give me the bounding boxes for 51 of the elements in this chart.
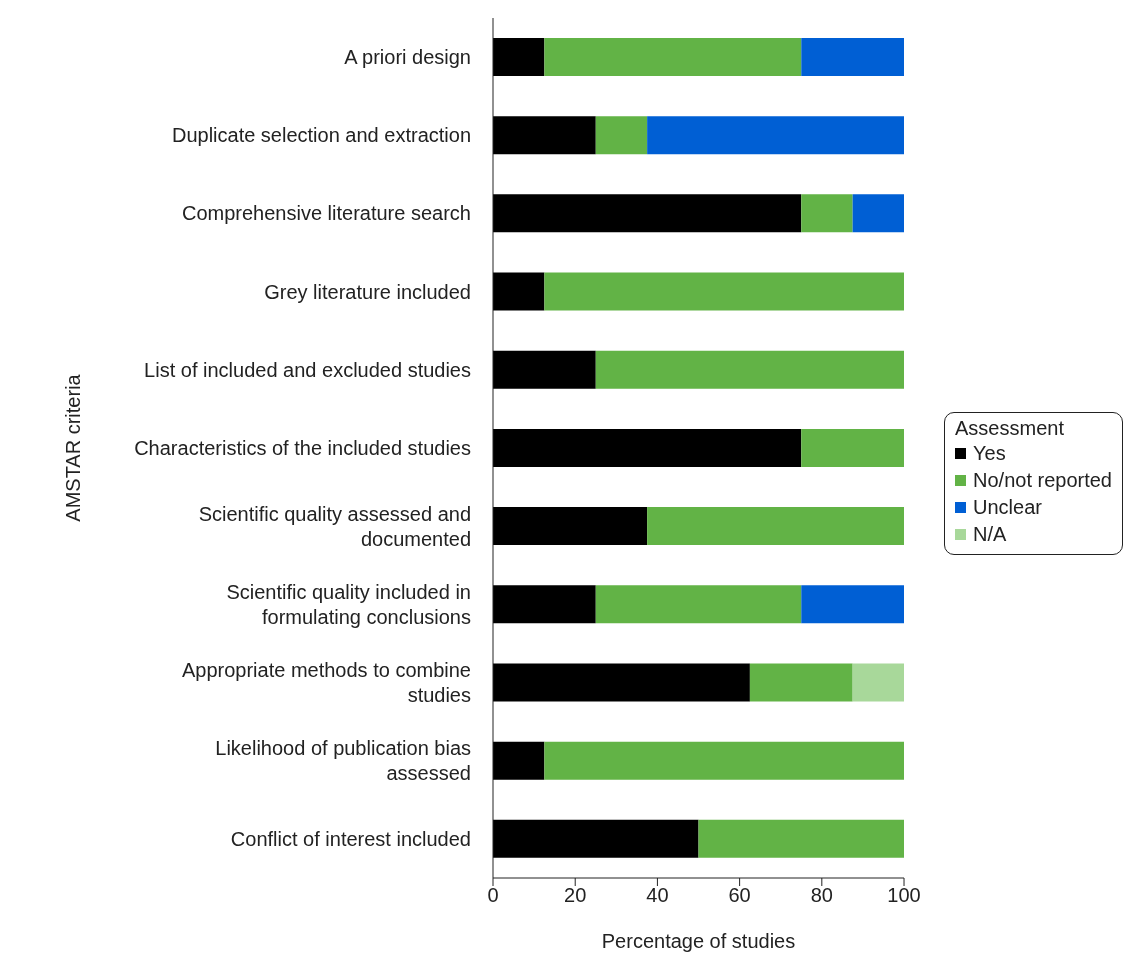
x-tick-label: 20	[564, 884, 587, 907]
bar	[544, 38, 802, 76]
y-axis-title: AMSTAR criteria	[62, 373, 85, 522]
y-tick-label: Duplicate selection and extraction	[171, 124, 471, 147]
bar	[493, 116, 596, 155]
y-tick-label: Grey literature included	[264, 280, 471, 303]
y-tick-label: Likelihood of publication bias assessed	[215, 737, 471, 785]
bar	[595, 350, 905, 389]
y-tick-label: Scientific quality included in formulating conclusions	[226, 580, 471, 628]
y-tick-label: Conflict of interest included	[230, 827, 471, 850]
bar	[647, 507, 905, 546]
x-tick-label: 60	[728, 884, 751, 907]
y-tick-label: Comprehensive literature search	[181, 202, 471, 225]
legend-label: No/not reported	[973, 467, 1112, 493]
bar	[493, 272, 545, 311]
x-tick-label: 100	[887, 884, 921, 907]
bar	[801, 38, 905, 76]
legend-label: N/A	[973, 521, 1007, 547]
x-tick-label: 0	[487, 884, 499, 907]
bar	[493, 741, 545, 780]
y-tick-label: A priori design	[344, 46, 471, 69]
y-tick-label: List of included and excluded studies	[144, 358, 471, 381]
bar	[801, 585, 905, 624]
bar	[493, 819, 699, 858]
y-tick-label: Characteristics of the included studies	[134, 437, 471, 459]
bar	[595, 116, 648, 155]
bar	[801, 194, 853, 233]
y-tick-label: Scientific quality assessed and documented	[198, 502, 471, 550]
bar	[544, 741, 905, 780]
legend-title: Assessment	[955, 416, 1065, 440]
bar	[493, 507, 648, 546]
bar	[493, 663, 750, 702]
bar	[493, 194, 802, 233]
legend-label: Yes	[973, 440, 1006, 466]
x-tick-label: 40	[646, 884, 669, 907]
bar	[493, 428, 802, 467]
y-tick-label: Appropriate methods to combine studies	[181, 659, 471, 707]
bar	[544, 272, 905, 311]
bar	[852, 194, 905, 233]
legend-label: Unclear	[973, 494, 1042, 520]
x-tick-label: 80	[810, 884, 833, 907]
bar	[493, 350, 596, 389]
bar	[493, 38, 545, 76]
bar	[749, 663, 853, 702]
bar	[493, 585, 596, 624]
bar	[801, 428, 905, 467]
bar	[647, 116, 905, 155]
x-axis-title: Percentage of studies	[601, 930, 796, 952]
bar	[852, 663, 905, 702]
bar	[595, 585, 802, 624]
bar	[698, 819, 905, 858]
